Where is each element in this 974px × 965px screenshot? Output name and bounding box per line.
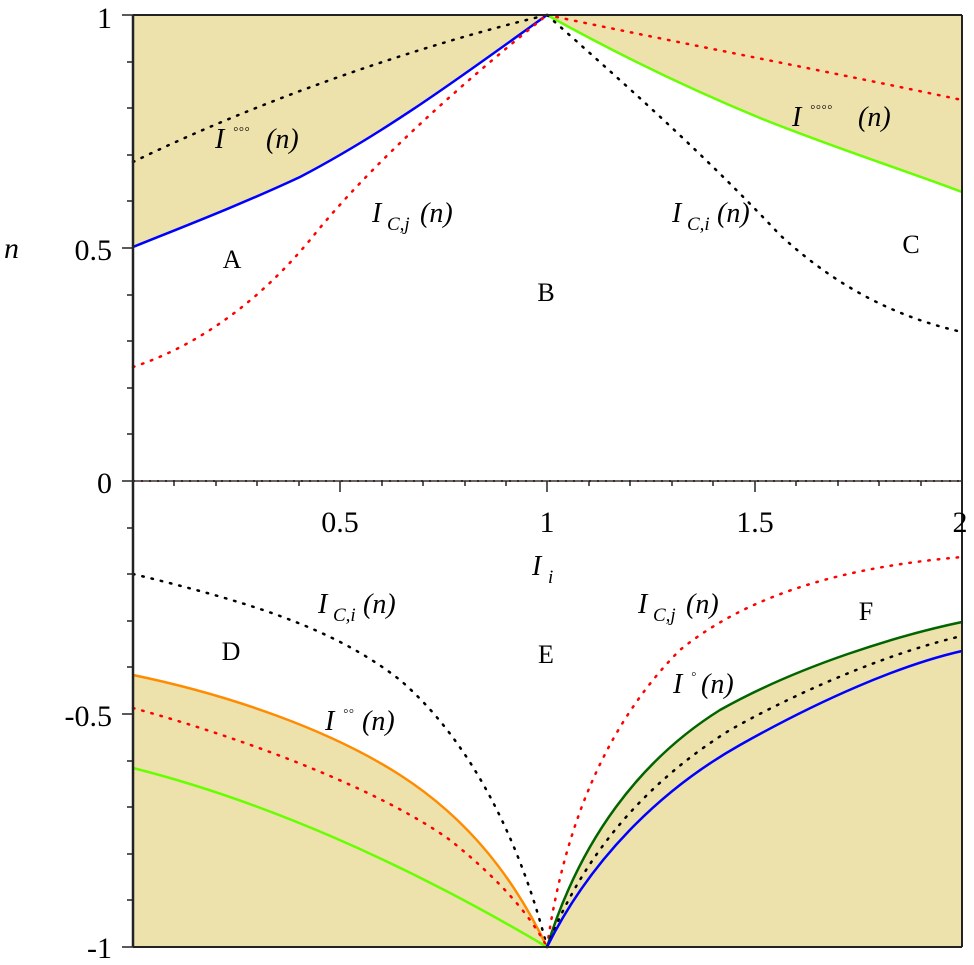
curve-orange-lower-left xyxy=(132,673,549,948)
curve-blue-lower-right xyxy=(545,649,963,948)
y-axis-label: n xyxy=(4,232,19,265)
svg-text:(n): (n) xyxy=(717,198,750,229)
region-label-B: B xyxy=(537,278,554,307)
svg-text:(n): (n) xyxy=(701,669,734,700)
curve-black-dotted-lower-left xyxy=(131,572,549,949)
svg-text:◦◦◦◦: ◦◦◦◦ xyxy=(810,99,833,116)
y-axis-ticks xyxy=(122,14,133,948)
region-label-C: C xyxy=(902,230,919,259)
annotation-I-o: I ◦ (n) xyxy=(672,666,734,700)
annotation-I-oooo: I ◦◦◦◦ (n) xyxy=(791,99,891,133)
svg-text:I: I xyxy=(672,669,684,700)
x-tick-1.5: 1.5 xyxy=(736,506,774,539)
svg-text:I: I xyxy=(371,198,383,229)
svg-text:C,i: C,i xyxy=(333,605,356,626)
y-tick-1: 1 xyxy=(97,2,112,35)
svg-text:C,j: C,j xyxy=(387,214,410,235)
curve-green-lower-left xyxy=(132,766,548,949)
curve-red-dotted-lower-left xyxy=(131,706,549,949)
curve-blue-upper-left xyxy=(132,13,548,249)
curve-green-upper-right xyxy=(546,13,963,194)
shaded-region-lower-right xyxy=(547,622,962,947)
region-label-F: F xyxy=(859,597,873,626)
curve-black-dotted-upper-left xyxy=(131,13,549,164)
annotation-I-Ci-upper: I C,i (n) xyxy=(671,198,750,235)
x-axis-ticks xyxy=(173,481,963,492)
annotation-I-Cj-lower: I C,j (n) xyxy=(637,589,719,626)
curve-red-dotted-upper-right xyxy=(545,13,964,102)
svg-text:(n): (n) xyxy=(362,706,395,737)
upper-curves xyxy=(131,13,964,369)
shaded-region-upper-left xyxy=(133,15,547,247)
svg-text:C,j: C,j xyxy=(653,605,676,626)
svg-text:C,i: C,i xyxy=(687,214,710,235)
shaded-regions xyxy=(133,15,962,947)
svg-text:◦◦◦: ◦◦◦ xyxy=(233,121,250,138)
svg-text:◦: ◦ xyxy=(691,666,697,683)
svg-text:I: I xyxy=(637,589,649,620)
x-tick-2: 2 xyxy=(953,506,968,539)
svg-text:I: I xyxy=(214,124,226,155)
lower-curves xyxy=(131,555,964,949)
svg-text:(n): (n) xyxy=(420,198,453,229)
x-tick-1: 1 xyxy=(540,506,555,539)
y-tick-neg-1: -1 xyxy=(87,932,112,965)
svg-text:I: I xyxy=(324,706,336,737)
svg-text:(n): (n) xyxy=(686,589,719,620)
svg-text:(n): (n) xyxy=(266,124,299,155)
shaded-region-upper-right xyxy=(547,15,962,192)
svg-text:I: I xyxy=(791,102,803,133)
annotation-I-Ci-lower: I C,i (n) xyxy=(317,589,396,626)
svg-text:(n): (n) xyxy=(363,589,396,620)
curve-black-dotted-lower-right xyxy=(545,634,964,949)
svg-text:(n): (n) xyxy=(858,102,891,133)
region-label-D: D xyxy=(222,637,241,666)
svg-text:I: I xyxy=(531,551,543,582)
y-tick-0.5: 0.5 xyxy=(75,234,113,267)
svg-text:I: I xyxy=(671,198,683,229)
svg-text:◦◦: ◦◦ xyxy=(343,703,354,720)
annotation-I-Cj-upper: I C,j (n) xyxy=(371,198,453,235)
curve-darkgreen-lower-right xyxy=(545,620,963,948)
annotation-I-oo: I ◦◦ (n) xyxy=(324,703,395,737)
curve-red-dotted-upper-left xyxy=(131,13,549,369)
y-tick-neg-0.5: -0.5 xyxy=(65,700,113,733)
curve-black-dotted-upper-right xyxy=(545,13,964,334)
region-label-E: E xyxy=(538,640,554,669)
x-axis-label: I i xyxy=(531,551,553,588)
y-tick-0: 0 xyxy=(97,467,112,500)
svg-text:i: i xyxy=(548,567,553,588)
x-tick-0.5: 0.5 xyxy=(321,506,359,539)
shaded-region-lower-left xyxy=(133,675,547,947)
svg-text:I: I xyxy=(317,589,329,620)
annotation-I-ooo: I ◦◦◦ (n) xyxy=(214,121,299,155)
region-label-A: A xyxy=(223,245,242,274)
